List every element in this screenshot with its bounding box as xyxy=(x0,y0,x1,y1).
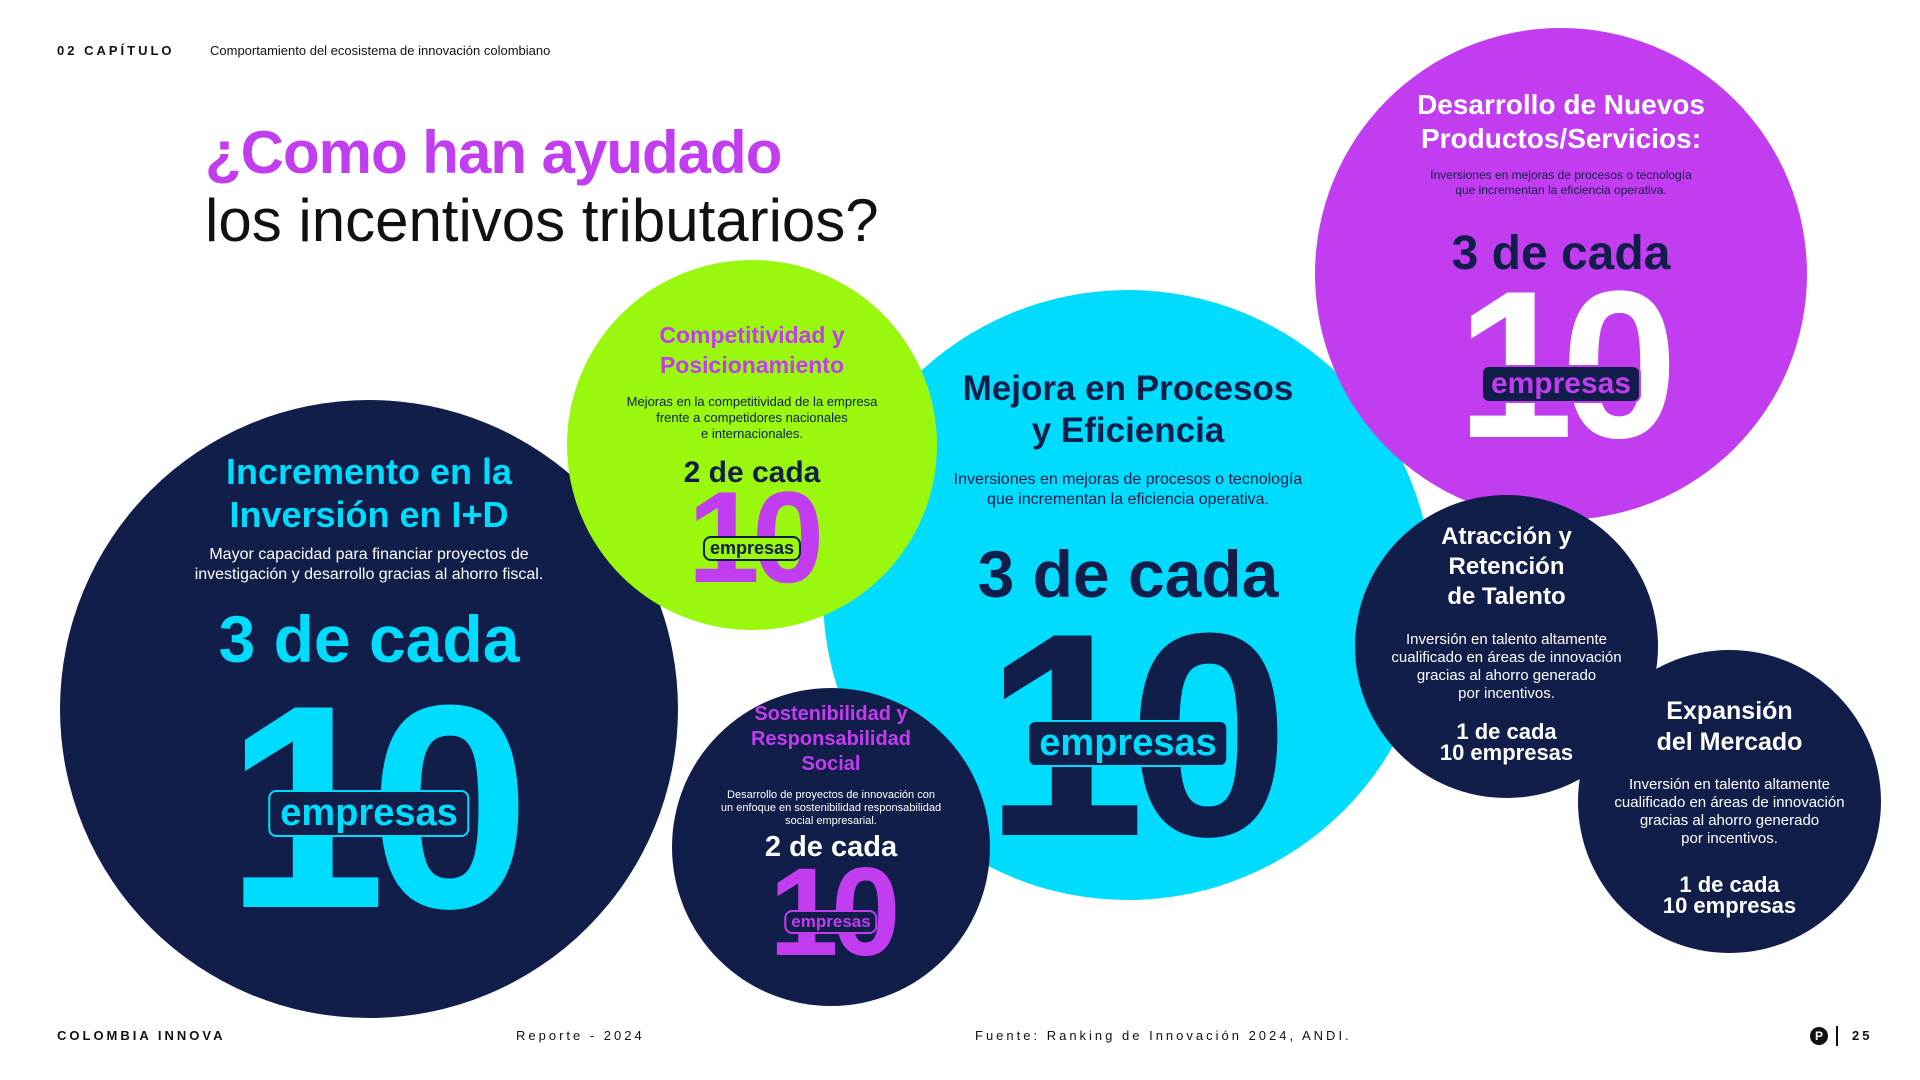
bubble-expansion-ratio-1: 1 de cada xyxy=(1679,872,1780,897)
bubble-expansion: Expansión del Mercado Inversión en talen… xyxy=(1578,650,1881,953)
bubble-inversion-ratio: 3 de cada xyxy=(218,602,520,676)
bubble-sostenibilidad-heading-2: Responsabilidad xyxy=(750,728,912,750)
bubble-competitividad-unit: empresas xyxy=(702,536,802,561)
footer-brand: COLOMBIA INNOVA xyxy=(57,1028,226,1043)
bubble-talento-desc-1: Inversión en talento altamente xyxy=(1406,631,1607,648)
bubble-competitividad-desc-2: frente a competidores nacionales xyxy=(656,410,848,425)
bubble-mejora-unit: empresas xyxy=(1027,720,1229,767)
bubble-inversion-desc-2: investigación y desarrollo gracias al ah… xyxy=(194,566,544,583)
publisher-logo-icon: P xyxy=(1810,1027,1828,1045)
bubble-desarrollo-desc-1: Inversiones en mejoras de procesos o tec… xyxy=(1430,168,1692,182)
bubble-sostenibilidad-desc-2: un enfoque en sostenibilidad responsabil… xyxy=(720,802,942,814)
bubble-competitividad-heading-2: Posicionamiento xyxy=(659,352,845,378)
bubble-competitividad-ratio: 2 de cada xyxy=(683,456,821,489)
bubble-competitividad: Competitividad y Posicionamiento Mejoras… xyxy=(567,260,937,630)
footer-divider xyxy=(1836,1026,1838,1046)
bubble-expansion-desc-2: cualificado en áreas de innovación xyxy=(1614,794,1845,811)
bubble-talento-desc-4: por incentivos. xyxy=(1458,685,1555,702)
chapter-label: 02 CAPÍTULO xyxy=(57,43,175,58)
bubble-mejora-heading-2: y Eficiencia xyxy=(1031,411,1225,450)
bubble-inversion-desc-1: Mayor capacidad para financiar proyectos… xyxy=(209,546,529,563)
bubble-inversion-heading-1: Incremento en la xyxy=(225,451,513,492)
bubble-inversion-heading-2: Inversión en I+D xyxy=(229,494,509,535)
bubble-sostenibilidad: Sostenibilidad y Responsabilidad Social … xyxy=(672,688,990,1006)
bubble-mejora-ratio: 3 de cada xyxy=(977,537,1279,611)
bubble-talento-desc-3: gracias al ahorro generado xyxy=(1416,667,1597,684)
bubble-sostenibilidad-unit: empresas xyxy=(784,910,878,934)
bubble-mejora-desc-1: Inversiones en mejoras de procesos o tec… xyxy=(953,471,1303,488)
bubble-expansion-desc-3: gracias al ahorro generado xyxy=(1639,812,1820,829)
bubble-sostenibilidad-heading-1: Sostenibilidad y xyxy=(754,703,908,725)
footer-report: Reporte - 2024 xyxy=(516,1028,645,1043)
bubble-talento-ratio-2: 10 empresas xyxy=(1439,740,1574,765)
bubble-competitividad-desc-3: e internacionales. xyxy=(701,426,803,441)
bubble-talento-heading-1: Atracción y xyxy=(1441,523,1572,550)
bubble-talento-ratio-1: 1 de cada xyxy=(1456,719,1557,744)
bubble-desarrollo-ratio: 3 de cada xyxy=(1451,227,1671,280)
bubble-talento-heading-3: de Talento xyxy=(1447,583,1566,610)
footer-source: Fuente: Ranking de Innovación 2024, ANDI… xyxy=(975,1028,1352,1043)
bubble-inversion: Incremento en la Inversión en I+D Mayor … xyxy=(60,400,678,1018)
bubble-expansion-heading-1: Expansión xyxy=(1666,697,1793,725)
bubble-competitividad-heading-1: Competitividad y xyxy=(659,322,845,348)
bubble-talento-heading-2: Retención xyxy=(1448,553,1565,580)
bubble-sostenibilidad-ratio: 2 de cada xyxy=(764,831,898,863)
bubble-sostenibilidad-heading-3: Social xyxy=(801,753,861,775)
bubble-expansion-desc-4: por incentivos. xyxy=(1681,830,1778,847)
bubble-desarrollo: Desarrollo de Nuevos Productos/Servicios… xyxy=(1315,28,1807,520)
bubble-inversion-unit: empresas xyxy=(268,790,470,837)
bubble-desarrollo-number: 10 xyxy=(1315,260,1807,470)
bubble-expansion-heading-2: del Mercado xyxy=(1656,728,1803,756)
bubble-expansion-desc-1: Inversión en talento altamente xyxy=(1629,776,1830,793)
bubble-sostenibilidad-desc-1: Desarrollo de proyectos de innovación co… xyxy=(727,789,935,801)
page-number: 25 xyxy=(1852,1028,1873,1043)
bubble-talento-desc-2: cualificado en áreas de innovación xyxy=(1391,649,1622,666)
page-title-line2: los incentivos tributarios? xyxy=(205,187,879,254)
bubble-competitividad-desc-1: Mejoras en la competitividad de la empre… xyxy=(626,394,878,409)
chapter-subtitle: Comportamiento del ecosistema de innovac… xyxy=(210,43,551,58)
bubble-desarrollo-heading-2: Productos/Servicios: xyxy=(1420,123,1702,154)
bubble-mejora-desc-2: que incrementan la eficiencia operativa. xyxy=(987,491,1269,508)
bubble-desarrollo-desc-2: que incrementan la eficiencia operativa. xyxy=(1455,183,1667,197)
bubble-desarrollo-unit: empresas xyxy=(1480,365,1642,403)
page-title-line1: ¿Como han ayudado xyxy=(205,119,782,186)
bubble-mejora-heading-1: Mejora en Procesos xyxy=(962,369,1294,408)
bubble-sostenibilidad-desc-3: social empresarial. xyxy=(785,815,877,827)
bubble-expansion-ratio-2: 10 empresas xyxy=(1662,893,1797,918)
bubble-desarrollo-heading-1: Desarrollo de Nuevos xyxy=(1417,89,1705,120)
